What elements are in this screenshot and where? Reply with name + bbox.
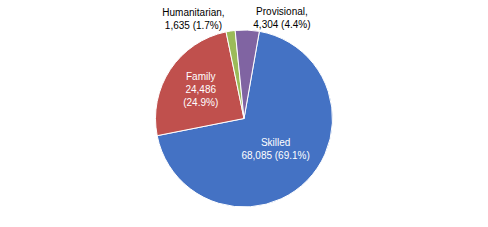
svg-text:Skilled68,085 (69.1%): Skilled68,085 (69.1%) xyxy=(241,137,309,161)
svg-text:Family24,486(24.9%): Family24,486(24.9%) xyxy=(183,71,218,108)
svg-text:Provisional,4,304 (4.4%): Provisional,4,304 (4.4%) xyxy=(253,6,310,30)
svg-text:Humanitarian,1,635 (1.7%): Humanitarian,1,635 (1.7%) xyxy=(162,7,224,31)
